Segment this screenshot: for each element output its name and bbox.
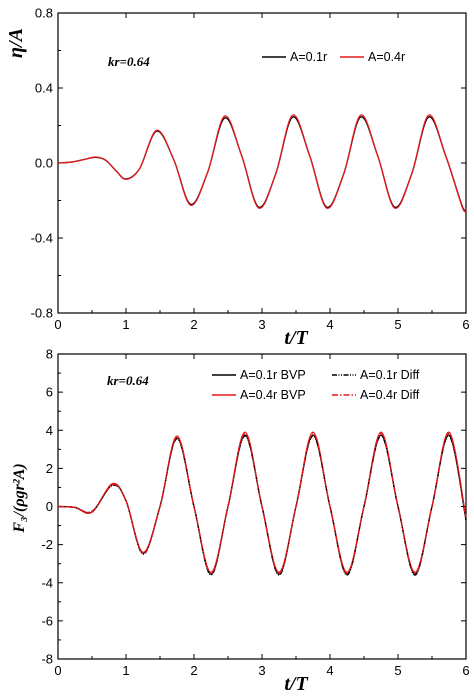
x-axis-title: t/T <box>284 673 308 695</box>
legend-label: A=0.4r Diff <box>360 388 420 402</box>
y-tick-label: 8 <box>46 347 53 362</box>
y-tick-label: 6 <box>46 385 53 400</box>
y-tick-label: 4 <box>46 423 53 438</box>
x-tick-label: 6 <box>462 663 469 678</box>
y-tick-label: 0.0 <box>35 156 53 171</box>
legend-label: A=0.1r BVP <box>240 368 306 382</box>
y-axis-title: F₃/(ρgr²A) <box>11 463 28 533</box>
chart-panel-2: 0 1 2 3 4 5 6 -8 -6 -4 -2 0 2 4 6 8 A=0.1r BVP A=0.4r BVP… <box>11 347 470 696</box>
x-tick-label: 2 <box>190 663 197 678</box>
y-tick-label: -6 <box>41 613 53 628</box>
legend-label: A=0.1r Diff <box>360 368 420 382</box>
x-tick-label: 0 <box>54 317 61 332</box>
y-tick-label: -8 <box>41 652 53 667</box>
y-tick-label: -2 <box>41 537 53 552</box>
y-tick-label: -0.4 <box>31 231 53 246</box>
x-tick-label: 1 <box>122 663 129 678</box>
chart-panel-1: 0 1 2 3 4 5 6 -0.8 -0.4 0.0 0.4 0.8 A=0.1r A=0.4r kr=0… <box>5 6 470 350</box>
series-line-4 <box>57 432 467 574</box>
y-tick-label: 0.4 <box>35 81 53 96</box>
legend: A=0.1r A=0.4r <box>262 50 405 64</box>
x-axis-title: t/T <box>284 327 308 349</box>
x-tick-label: 3 <box>258 317 265 332</box>
y-tick-label: -4 <box>41 575 53 590</box>
legend-label: A=0.1r <box>290 50 327 64</box>
y-axis-title: η/A <box>5 28 27 58</box>
y-tick-label: 0.8 <box>35 6 53 21</box>
series-line-2 <box>57 431 467 573</box>
x-tick-label: 2 <box>190 317 197 332</box>
legend: A=0.1r BVP A=0.4r BVP A=0.1r Diff A=0.4r Di… <box>212 368 420 402</box>
x-tick-label: 4 <box>326 663 333 678</box>
x-tick-label: 5 <box>394 317 401 332</box>
series-line-1 <box>57 116 467 212</box>
series-line-2 <box>57 114 467 213</box>
annotation-kr: kr=0.64 <box>108 54 150 69</box>
x-tick-label: 3 <box>258 663 265 678</box>
x-tick-label: 1 <box>122 317 129 332</box>
x-tick-label: 6 <box>462 317 469 332</box>
annotation-kr: kr=0.64 <box>107 373 149 388</box>
x-tick-label: 5 <box>394 663 401 678</box>
x-tick-label: 0 <box>54 663 61 678</box>
y-tick-label: 2 <box>46 461 53 476</box>
x-tick-label: 4 <box>326 317 333 332</box>
legend-label: A=0.4r BVP <box>240 388 306 402</box>
y-tick-label: 0 <box>46 499 53 514</box>
y-tick-label: -0.8 <box>31 306 53 321</box>
legend-label: A=0.4r <box>368 50 405 64</box>
